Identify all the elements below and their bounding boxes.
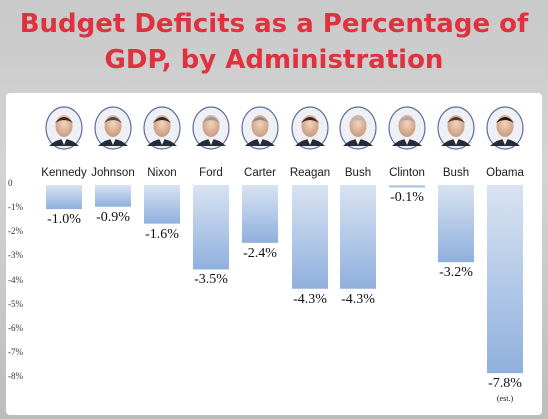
data-label: -3.5%: [194, 272, 228, 288]
y-tick-label: -1%: [8, 202, 23, 213]
y-tick-label: -4%: [8, 274, 23, 285]
category-label: Johnson: [91, 167, 135, 179]
president-portrait: [339, 106, 377, 150]
data-label: -4.3%: [341, 291, 375, 307]
data-label: -7.8%: [488, 376, 522, 392]
category-label: Ford: [199, 167, 223, 179]
president-portrait: [241, 106, 279, 150]
bar: [193, 185, 229, 270]
chart-title-line-1: Budget Deficits as a Percentage of: [19, 9, 529, 39]
bar: [487, 185, 523, 374]
category-label: Carter: [244, 167, 276, 179]
y-tick-label: -7%: [8, 346, 23, 357]
bar: [144, 185, 180, 224]
y-tick-label: -8%: [8, 371, 23, 381]
data-label: -2.4%: [243, 245, 277, 261]
bar: [340, 185, 376, 289]
president-portrait: [388, 106, 426, 150]
category-label: Bush: [344, 167, 372, 179]
category-label: Bush: [442, 167, 470, 179]
category-label: Reagan: [289, 167, 331, 179]
data-label: -1.6%: [145, 226, 179, 242]
category-label: Kennedy: [41, 167, 87, 179]
president-portrait: [291, 106, 329, 150]
president-portrait: [437, 106, 475, 150]
bar: [242, 185, 278, 243]
president-portrait: [192, 106, 230, 150]
category-label: Obama: [486, 167, 524, 179]
data-label: -0.9%: [96, 209, 130, 225]
data-label: -1.0%: [47, 212, 81, 228]
data-label: -0.1%: [390, 190, 424, 206]
president-portrait: [486, 106, 524, 150]
y-tick-label: -5%: [8, 298, 23, 309]
data-label: -3.2%: [439, 265, 473, 281]
chart-title-line-2: GDP, by Administration: [104, 45, 444, 75]
chart-title: Budget Deficits as a Percentage of GDP, …: [0, 6, 548, 78]
y-tick-label: -2%: [8, 226, 23, 237]
bar: [95, 185, 131, 207]
category-label: Nixon: [147, 167, 177, 179]
category-label: Clinton: [389, 167, 425, 179]
bar: [438, 185, 474, 263]
bar: [46, 185, 82, 210]
bar: [292, 185, 328, 289]
annotation-label: (est.): [496, 394, 514, 404]
y-tick-label: 0: [8, 178, 13, 188]
y-tick-label: -6%: [8, 322, 23, 333]
bar: [389, 185, 425, 188]
president-portrait: [143, 106, 181, 150]
president-portrait: [94, 106, 132, 150]
data-label: -4.3%: [293, 291, 327, 307]
president-portrait: [45, 106, 83, 150]
y-tick-label: -3%: [8, 250, 23, 261]
